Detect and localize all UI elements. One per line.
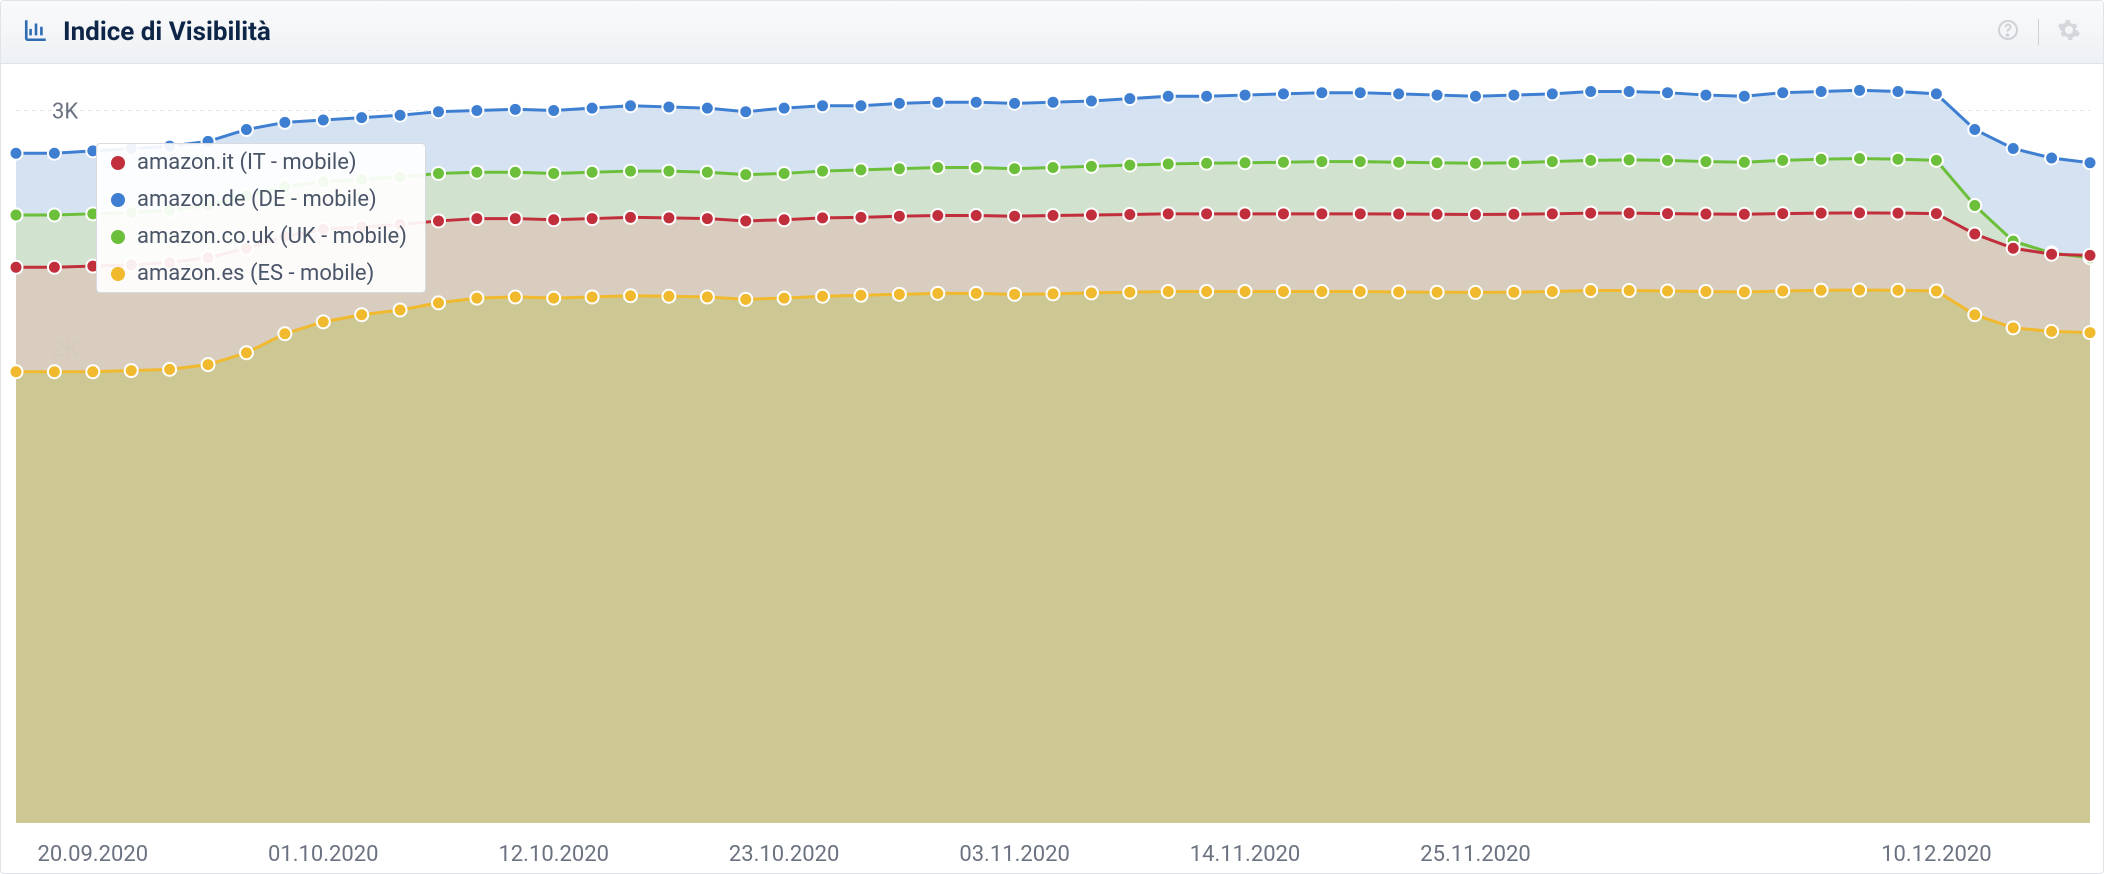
card-header: Indice di Visibilità	[1, 1, 2103, 64]
legend-label: amazon.co.uk (UK - mobile)	[137, 224, 407, 249]
svg-text:12.10.2020: 12.10.2020	[498, 842, 609, 867]
svg-text:03.11.2020: 03.11.2020	[959, 842, 1070, 867]
visibility-index-card: Indice di Visibilità 10002K3K20.09.20200…	[0, 0, 2104, 874]
svg-text:01.10.2020: 01.10.2020	[268, 842, 379, 867]
legend-marker	[111, 193, 125, 207]
legend-marker	[111, 230, 125, 244]
legend-item-uk[interactable]: amazon.co.uk (UK - mobile)	[97, 218, 425, 255]
help-icon[interactable]	[1996, 18, 2020, 46]
gear-icon[interactable]	[2057, 18, 2081, 46]
legend-label: amazon.es (ES - mobile)	[137, 261, 374, 286]
svg-text:23.10.2020: 23.10.2020	[729, 842, 840, 867]
legend-marker	[111, 267, 125, 281]
legend-marker	[111, 156, 125, 170]
card-title: Indice di Visibilità	[63, 17, 271, 47]
chart-plot: 10002K3K20.09.202001.10.202012.10.202023…	[1, 63, 2103, 873]
legend-item-es[interactable]: amazon.es (ES - mobile)	[97, 255, 425, 292]
separator	[2038, 19, 2039, 45]
legend-label: amazon.de (DE - mobile)	[137, 187, 377, 212]
legend-item-it[interactable]: amazon.it (IT - mobile)	[97, 144, 425, 181]
legend-item-de[interactable]: amazon.de (DE - mobile)	[97, 181, 425, 218]
legend-label: amazon.it (IT - mobile)	[137, 150, 357, 175]
svg-text:25.11.2020: 25.11.2020	[1420, 842, 1531, 867]
svg-text:20.09.2020: 20.09.2020	[38, 842, 149, 867]
legend[interactable]: amazon.it (IT - mobile) amazon.de (DE - m…	[96, 143, 426, 293]
header-actions	[1996, 1, 2081, 63]
svg-text:3K: 3K	[52, 100, 78, 125]
svg-text:10.12.2020: 10.12.2020	[1881, 842, 1992, 867]
bar-chart-icon	[23, 17, 49, 47]
svg-text:14.11.2020: 14.11.2020	[1190, 842, 1301, 867]
